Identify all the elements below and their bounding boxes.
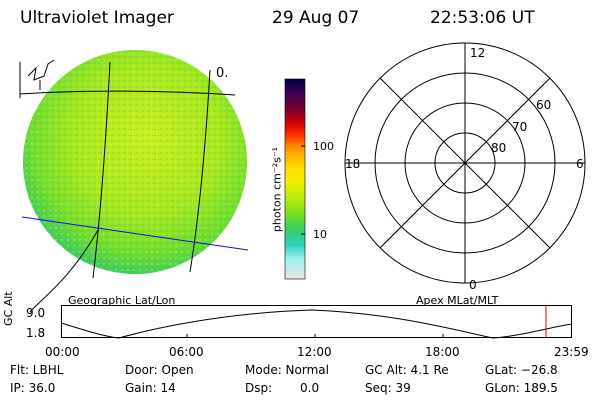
terminator-line	[21, 216, 249, 251]
glon-info: GLon: 189.5	[485, 381, 558, 395]
flt-info: Flt: LBHL	[10, 363, 64, 377]
glat-info: GLat: −26.8	[485, 363, 558, 377]
altitude-plot	[60, 305, 573, 339]
lat-grid-line	[19, 90, 236, 96]
image-annotation: 0.	[216, 66, 229, 81]
gc-alt-info: GC Alt: 4.1 Re	[365, 363, 449, 377]
mlt-axis-diagonal	[379, 77, 551, 249]
polar-caption: Apex MLat/MLT	[416, 294, 499, 307]
dsp-value: 0.0	[300, 381, 320, 395]
altitude-ylabel: GC Alt	[2, 291, 15, 326]
image-caption: Geographic Lat/Lon	[68, 294, 176, 307]
x-tick-2359: 23:59	[554, 345, 589, 359]
lat-label-70: 70	[512, 120, 528, 134]
altitude-ymax: 9.0	[26, 306, 46, 320]
polar-plot	[344, 42, 586, 284]
altitude-ymin: 1.8	[26, 326, 46, 340]
gain-info: Gain: 14	[125, 381, 176, 395]
mlt-label-18: 18	[345, 157, 361, 171]
lat-grid-line	[29, 229, 99, 313]
colorbar-tick-10: 10	[313, 228, 327, 241]
dsp-label: Dsp:	[245, 381, 273, 395]
lat-label-60: 60	[536, 98, 552, 112]
door-info: Door: Open	[125, 363, 194, 377]
mlt-label-12: 12	[470, 46, 486, 60]
image-time: 22:53:06 UT	[430, 8, 535, 28]
x-tick-1800: 18:00	[425, 345, 460, 359]
uv-image-panel	[19, 50, 249, 313]
mode-info: Mode: Normal	[245, 363, 329, 377]
ip-info: IP: 36.0	[10, 381, 56, 395]
lat-label-80: 80	[491, 141, 507, 155]
x-tick-0000: 00:00	[45, 345, 80, 359]
image-date: 29 Aug 07	[272, 8, 360, 28]
altitude-curve	[60, 309, 573, 339]
x-tick-0600: 06:00	[169, 345, 204, 359]
mlt-label-0: 0	[469, 278, 477, 292]
colorbar-tick-100: 100	[313, 140, 334, 153]
coastline-outline	[19, 59, 55, 98]
lon-grid-line	[92, 61, 111, 279]
colorbar	[284, 78, 306, 280]
seq-info: Seq: 39	[365, 381, 411, 395]
mlt-label-6: 6	[576, 157, 584, 171]
colorbar-label: photon cm⁻²s⁻¹	[270, 146, 284, 233]
lon-grid-line	[189, 69, 211, 273]
x-tick-1200: 12:00	[297, 345, 332, 359]
imager-title: Ultraviolet Imager	[20, 8, 174, 28]
